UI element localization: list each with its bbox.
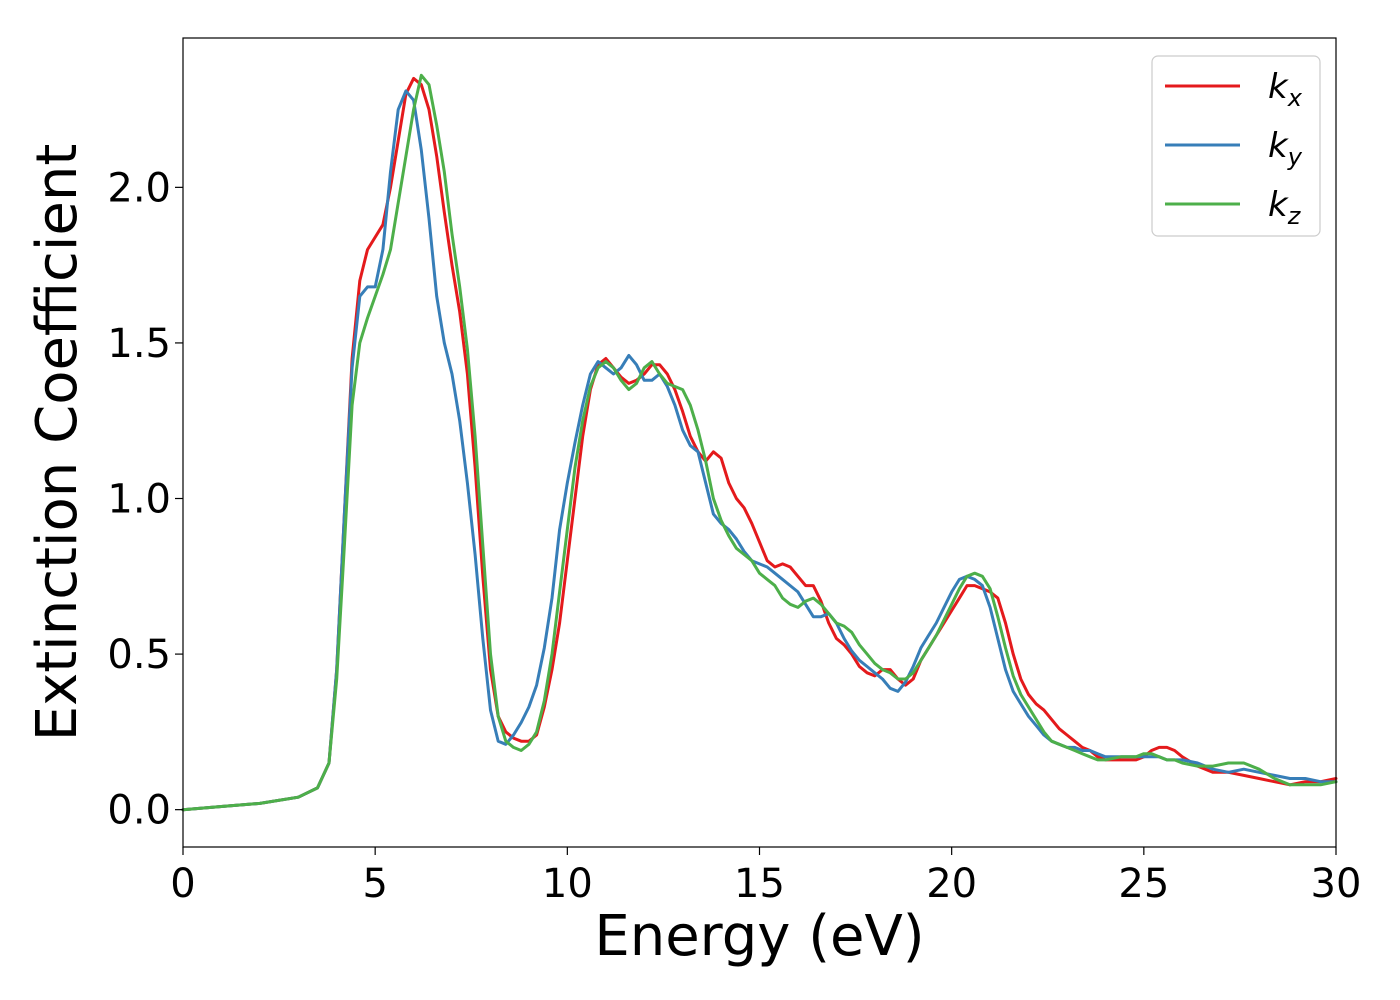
x-tick-label: 30 [1311,861,1362,907]
legend-label-base: k [1268,185,1289,225]
legend-label-ky: ky [1268,126,1303,171]
x-tick-label: 15 [734,861,785,907]
x-axis-ticks: 0 5 10 15 20 25 30 [170,847,1361,907]
legend-label-base: k [1268,67,1289,107]
legend-label-subscript: z [1287,202,1302,230]
y-tick-label: 2.0 [107,165,171,211]
legend-label-kx: kx [1268,67,1303,112]
x-tick-label: 5 [362,861,387,907]
x-tick-label: 0 [170,861,195,907]
y-axis-ticks: 0.0 0.5 1.0 1.5 2.0 [107,165,183,834]
x-tick-label: 25 [1118,861,1169,907]
y-tick-label: 1.5 [107,321,171,367]
y-tick-label: 0.5 [107,632,171,678]
x-tick-label: 20 [926,861,977,907]
y-tick-label: 1.0 [107,477,171,523]
x-axis-label: Energy (eV) [594,904,924,969]
legend-label-base: k [1268,126,1289,166]
series-line-kx [181,76,1338,812]
x-tick-label: 10 [542,861,593,907]
series-line-kz [181,73,1338,812]
y-axis-label: Extinction Coefficient [25,144,90,742]
y-tick-label: 0.0 [107,788,171,834]
series-line-ky [181,89,1338,812]
legend-label-kz: kz [1268,185,1302,230]
legend-label-subscript: y [1287,143,1303,171]
series-layer [181,73,1338,812]
legend-label-subscript: x [1287,84,1303,112]
